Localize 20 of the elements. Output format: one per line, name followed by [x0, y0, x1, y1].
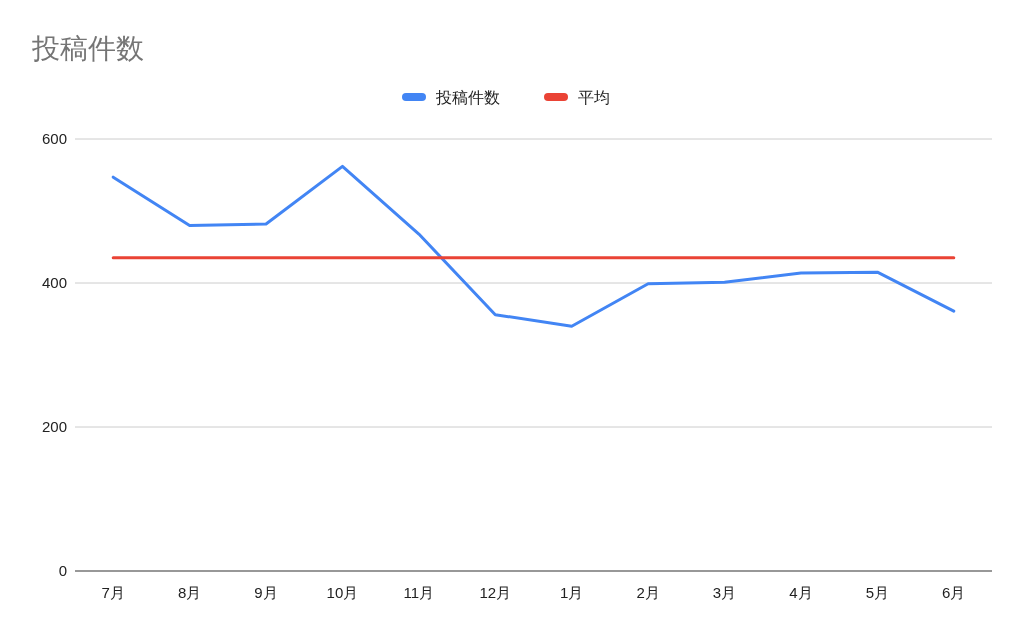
x-tick-label: 11月	[403, 584, 435, 601]
x-tick-label: 1月	[560, 584, 584, 601]
x-tick-label: 10月	[326, 584, 359, 601]
line-series	[111, 164, 956, 328]
x-tick-label: 12月	[479, 584, 512, 601]
y-tick-label: 400	[41, 274, 67, 291]
x-tick-label: 6月	[942, 584, 966, 601]
x-tick-label: 9月	[254, 584, 278, 601]
x-tick-label: 8月	[177, 584, 202, 601]
y-tick-label: 200	[41, 418, 67, 435]
x-tick-label: 5月	[865, 584, 890, 601]
legend-label: 投稿件数	[435, 89, 500, 106]
x-tick-label: 3月	[712, 584, 737, 601]
x-tick-label: 2月	[636, 584, 660, 601]
y-tick-label: 0	[58, 562, 67, 579]
x-tick-label: 4月	[789, 584, 813, 601]
x-tick-label: 7月	[101, 584, 125, 601]
y-tick-label: 600	[41, 130, 67, 147]
legend-label: 平均	[578, 89, 610, 106]
chart-title: 投稿件数	[31, 33, 144, 64]
